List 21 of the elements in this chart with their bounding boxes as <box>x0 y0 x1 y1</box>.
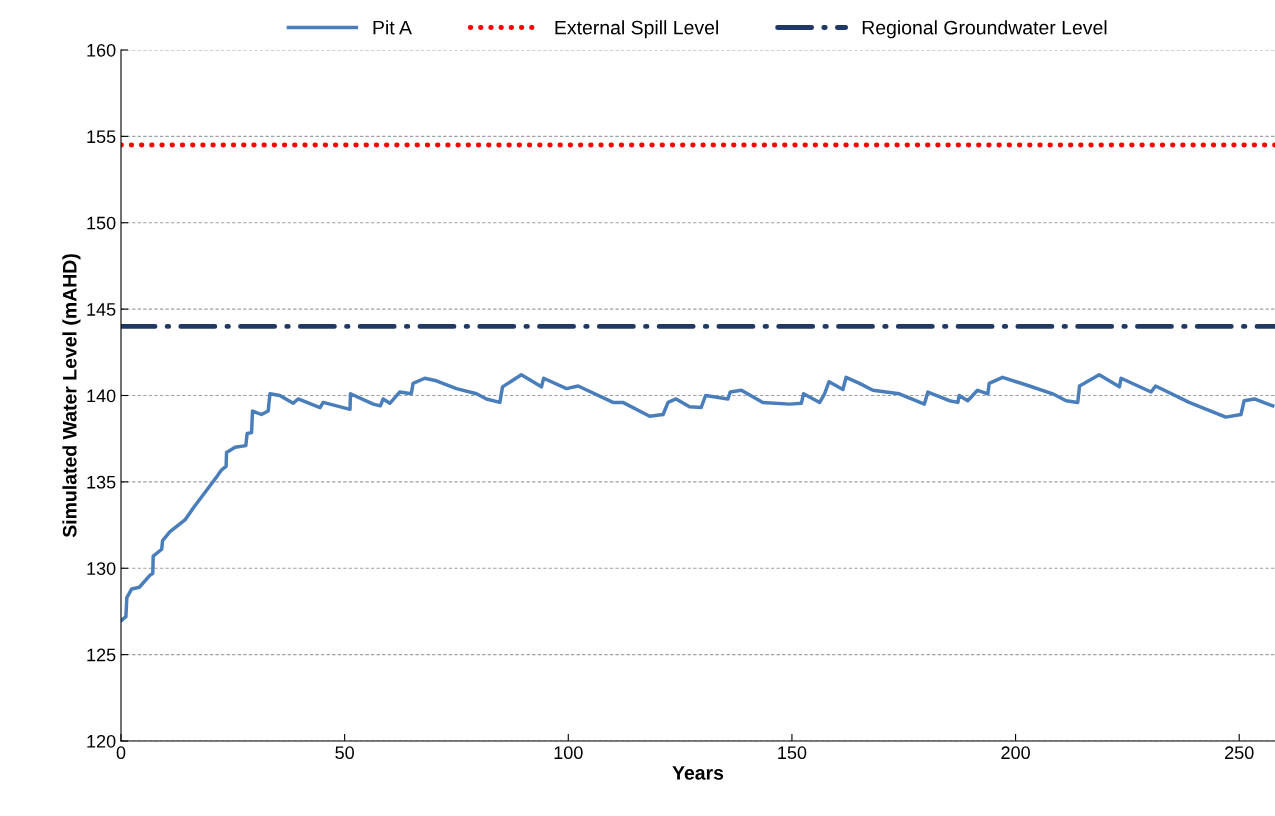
y-tick-label: 160 <box>87 43 116 57</box>
x-axis-title: Years <box>672 766 724 780</box>
y-tick-label: 155 <box>87 130 116 144</box>
y-tick-label: 150 <box>87 216 116 230</box>
x-tick-label: 150 <box>778 746 807 760</box>
x-tick-label: 0 <box>116 746 126 760</box>
x-tick-label: 100 <box>554 746 583 760</box>
x-tick-label: 200 <box>1001 746 1030 760</box>
y-tick-label: 120 <box>87 734 116 748</box>
y-tick-label: 140 <box>87 389 116 403</box>
y-tick-label: 145 <box>87 303 116 316</box>
legend-label: Pit A <box>373 20 412 35</box>
legend-label: Regional Groundwater Level <box>862 20 1107 39</box>
legend-label: External Spill Level <box>555 20 718 39</box>
x-tick-label: 250 <box>1225 746 1254 760</box>
y-tick-label: 125 <box>87 648 116 662</box>
y-tick-label: 130 <box>87 562 116 575</box>
x-tick-label: 50 <box>335 746 354 760</box>
line-series <box>121 373 1275 622</box>
y-axis-title: Simulated Water Level (mAHD) <box>62 254 81 538</box>
y-tick-label: 135 <box>87 475 116 489</box>
